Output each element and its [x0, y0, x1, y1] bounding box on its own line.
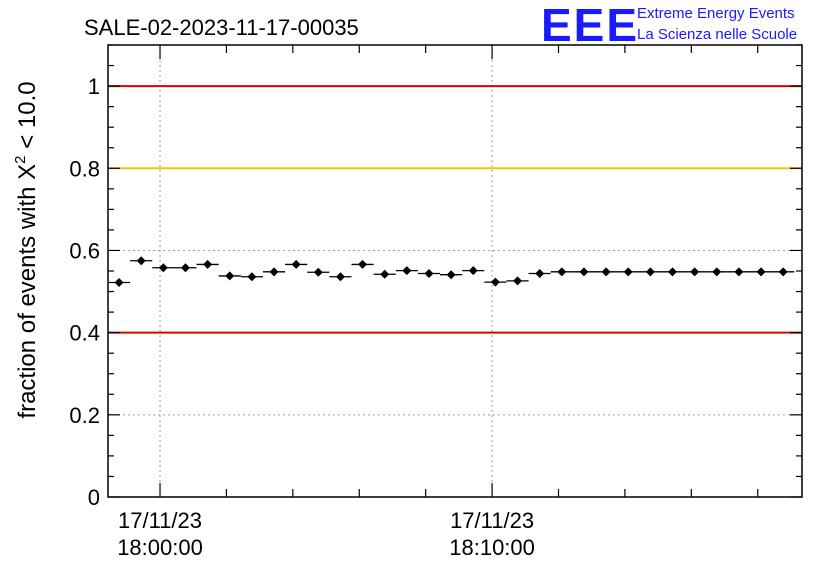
data-point	[712, 267, 722, 277]
x-tick-label-date: 17/11/23	[450, 508, 534, 533]
data-point	[513, 276, 523, 286]
plot-area: 00.20.40.60.8117/11/2318:00:0017/11/2318…	[69, 44, 803, 560]
data-point	[136, 256, 146, 266]
data-point	[424, 268, 434, 278]
y-tick-label: 0	[88, 485, 100, 510]
y-tick-label: 0.8	[69, 156, 100, 181]
data-point	[468, 266, 478, 276]
data-point	[180, 263, 190, 273]
data-point	[335, 272, 345, 282]
data-point	[402, 266, 412, 276]
data-point	[114, 278, 124, 288]
data-point	[490, 277, 500, 287]
data-point	[446, 270, 456, 280]
data-point	[291, 259, 301, 269]
eee-logo-line2: La Scienza nelle Scuole	[637, 26, 797, 43]
data-point	[623, 267, 633, 277]
data-point	[667, 267, 677, 277]
data-point	[535, 268, 545, 278]
y-tick-label: 0.6	[69, 238, 100, 263]
data-point	[756, 267, 766, 277]
y-tick-label: 0.2	[69, 403, 100, 428]
x-tick-label-date: 17/11/23	[118, 508, 202, 533]
data-point	[734, 267, 744, 277]
data-point	[269, 267, 279, 277]
data-point	[203, 259, 213, 269]
data-point	[247, 272, 257, 282]
data-point	[645, 267, 655, 277]
x-tick-label-time: 18:00:00	[117, 535, 203, 560]
data-point	[225, 271, 235, 281]
y-axis-label: fraction of events with X2 < 10.0	[12, 81, 41, 418]
data-point	[557, 267, 567, 277]
data-point	[690, 267, 700, 277]
data-point	[358, 259, 368, 269]
data-point	[778, 267, 788, 277]
x-tick-label-time: 18:10:00	[449, 535, 535, 560]
y-tick-label: 0.4	[69, 321, 100, 346]
data-point	[380, 269, 390, 279]
data-point	[313, 267, 323, 277]
data-point	[579, 267, 589, 277]
y-tick-label: 1	[88, 74, 100, 99]
eee-logo-mark: EEE	[541, 0, 639, 51]
data-point	[601, 267, 611, 277]
eee-logo: EEE Extreme Energy Events La Scienza nel…	[541, 0, 797, 51]
data-point	[158, 263, 168, 273]
eee-logo-line1: Extreme Energy Events	[637, 5, 795, 22]
chart-title: SALE-02-2023-11-17-00035	[84, 15, 359, 40]
